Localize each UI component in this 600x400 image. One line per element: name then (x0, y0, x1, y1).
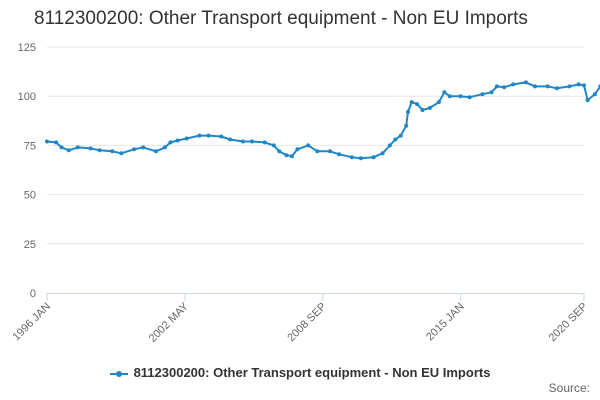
data-point[interactable] (175, 138, 180, 143)
x-tick-label: 2015 JAN (424, 301, 467, 344)
data-point[interactable] (284, 153, 289, 158)
data-point[interactable] (295, 147, 300, 152)
data-point[interactable] (409, 100, 414, 105)
y-tick-label: 50 (24, 190, 36, 202)
y-tick-label: 100 (18, 91, 36, 103)
data-point[interactable] (132, 147, 137, 152)
data-point[interactable] (393, 137, 398, 142)
data-point[interactable] (240, 139, 245, 144)
data-point[interactable] (420, 108, 425, 112)
data-point[interactable] (582, 83, 586, 88)
data-point[interactable] (406, 109, 410, 114)
data-point[interactable] (262, 140, 267, 145)
data-point[interactable] (54, 140, 59, 145)
y-tick-label: 125 (18, 42, 36, 54)
data-point[interactable] (447, 94, 452, 99)
data-point[interactable] (59, 145, 64, 150)
data-point[interactable] (576, 82, 581, 87)
data-point[interactable] (328, 149, 332, 154)
legend-swatch (109, 370, 128, 377)
data-point[interactable] (219, 134, 224, 139)
legend-label: 8112300200: Other Transport equipment - … (133, 365, 491, 380)
data-point[interactable] (467, 95, 472, 100)
data-point[interactable] (162, 145, 167, 150)
data-point[interactable] (511, 82, 516, 87)
data-point[interactable] (398, 133, 403, 138)
legend[interactable]: 8112300200: Other Transport equipment - … (0, 365, 600, 380)
y-axis: 0 25 50 75 100 125 (18, 42, 36, 300)
data-point[interactable] (75, 145, 80, 150)
data-point[interactable] (502, 85, 507, 90)
data-point[interactable] (97, 148, 102, 153)
data-point[interactable] (306, 143, 311, 148)
data-point[interactable] (289, 154, 294, 159)
series-line[interactable] (46, 71, 600, 160)
credits[interactable]: Source: (548, 381, 590, 395)
data-point[interactable] (277, 149, 282, 154)
data-point[interactable] (358, 156, 363, 161)
data-point[interactable] (197, 133, 202, 138)
data-point[interactable] (228, 137, 233, 142)
data-point[interactable] (489, 90, 494, 95)
plot-area (45, 71, 600, 161)
data-point[interactable] (458, 94, 463, 99)
y-tick-label: 25 (24, 239, 36, 251)
x-tick-label: 1996 JAN (10, 301, 53, 344)
y-tick-label: 0 (30, 288, 36, 300)
x-tick-label: 2002 MAY (147, 300, 192, 345)
data-point[interactable] (141, 145, 146, 150)
data-point[interactable] (494, 84, 499, 89)
data-point[interactable] (349, 155, 354, 160)
data-point[interactable] (415, 102, 420, 107)
data-point[interactable] (533, 84, 537, 89)
x-axis: 1996 JAN 2002 MAY 2008 SEP 2015 JAN 2020 SEP (10, 293, 590, 345)
data-point[interactable] (371, 155, 376, 160)
data-point[interactable] (271, 143, 276, 148)
data-point[interactable] (206, 133, 211, 138)
data-point[interactable] (436, 100, 441, 105)
data-point[interactable] (480, 92, 485, 97)
data-point[interactable] (45, 139, 49, 144)
data-point[interactable] (427, 106, 432, 110)
data-point[interactable] (88, 146, 93, 151)
x-tick-label: 2008 SEP (285, 301, 329, 345)
data-point[interactable] (153, 149, 158, 154)
data-point[interactable] (110, 149, 115, 154)
data-point[interactable] (380, 151, 385, 156)
data-point[interactable] (554, 86, 559, 91)
data-point[interactable] (567, 84, 572, 89)
data-point[interactable] (315, 149, 320, 154)
chart-title: 8112300200: Other Transport equipment - … (34, 8, 528, 29)
data-point[interactable] (387, 143, 392, 148)
data-point[interactable] (119, 151, 124, 156)
data-point[interactable] (592, 92, 597, 97)
data-point[interactable] (585, 98, 590, 103)
data-point[interactable] (168, 140, 173, 145)
data-point[interactable] (66, 148, 71, 153)
data-point[interactable] (523, 80, 528, 85)
data-point[interactable] (250, 139, 254, 144)
data-point[interactable] (184, 136, 189, 141)
data-point[interactable] (442, 90, 447, 95)
data-point[interactable] (337, 152, 342, 157)
x-tick-label: 2020 SEP (547, 301, 591, 345)
data-point[interactable] (404, 123, 409, 128)
grid-lines (47, 46, 584, 245)
y-tick-label: 75 (24, 140, 36, 152)
data-point[interactable] (545, 84, 550, 89)
